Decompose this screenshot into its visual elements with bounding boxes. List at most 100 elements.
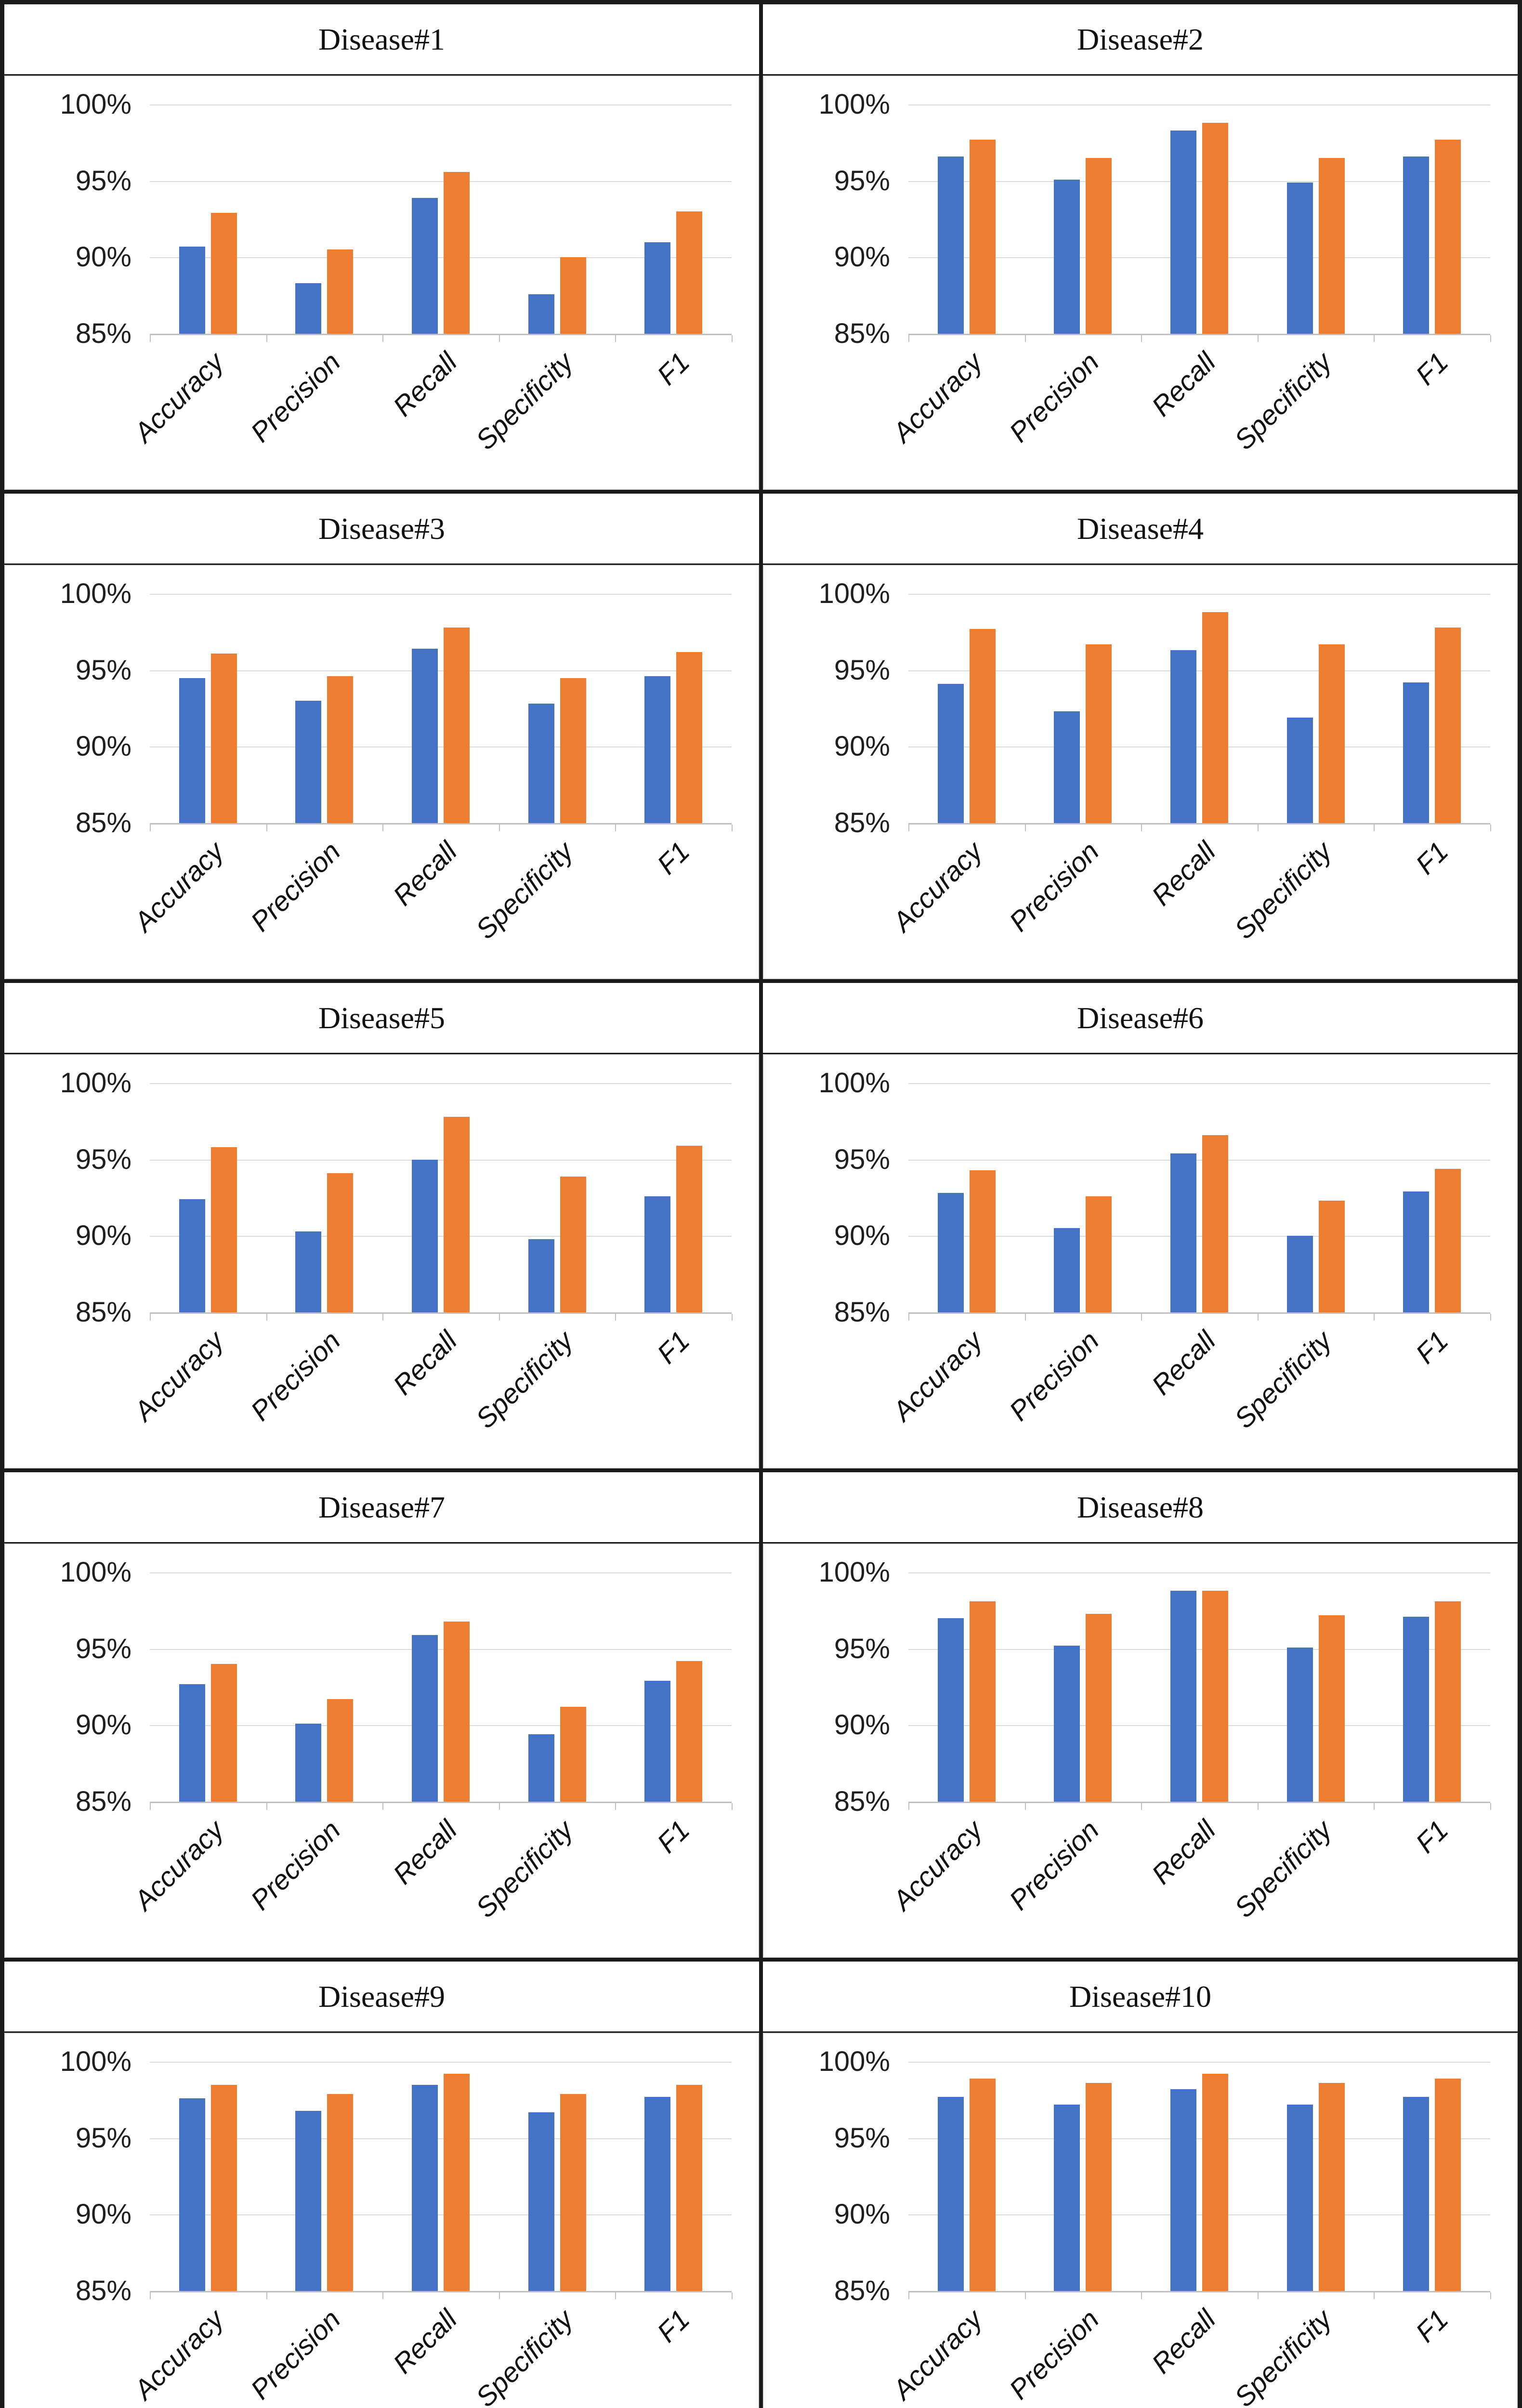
x-axis-label-cell: Accuracy — [129, 342, 266, 490]
x-axis-ticks — [150, 335, 733, 343]
x-axis-tick-mark — [1490, 824, 1491, 831]
y-axis-tick-label: 95% — [834, 165, 890, 196]
bar-group-recall — [1141, 1083, 1258, 1312]
x-axis-tick-mark — [266, 2292, 267, 2299]
bar-without-optuna-accuracy — [937, 1193, 964, 1312]
x-axis-label-cell: F1 — [1374, 832, 1490, 979]
bar-without-optuna-specificity — [528, 294, 554, 334]
x-axis-label-accuracy: Accuracy — [128, 346, 230, 448]
gridline — [150, 746, 732, 748]
x-axis-label-cell: Precision — [245, 2300, 383, 2408]
bar-with-optuna-recall — [1202, 123, 1228, 334]
bar-with-optuna-accuracy — [210, 2084, 237, 2291]
x-axis-label-cell: Specificity — [1229, 832, 1374, 979]
bar-without-optuna-recall — [1170, 1153, 1196, 1312]
y-axis-tick-label: 95% — [75, 2122, 131, 2154]
x-axis-tick-mark — [499, 2292, 500, 2299]
bar-with-optuna-accuracy — [210, 1147, 237, 1312]
gridline — [150, 1236, 732, 1237]
x-axis-tick-mark — [732, 824, 733, 831]
bar-without-optuna-recall — [411, 197, 438, 334]
bar-group-precision — [1025, 1572, 1142, 1802]
x-axis-label-accuracy: Accuracy — [887, 1325, 989, 1427]
bar-with-optuna-recall — [443, 2074, 470, 2291]
x-axis-label-cell: Recall — [1141, 342, 1258, 490]
bar-without-optuna-specificity — [1286, 718, 1313, 823]
bar-with-optuna-accuracy — [969, 140, 996, 334]
x-axis-label-cell: Specificity — [470, 2300, 616, 2408]
gridline — [150, 181, 732, 182]
bar-group-accuracy — [908, 105, 1025, 334]
bar-with-optuna-f1 — [676, 211, 703, 334]
y-axis-tick-label: 85% — [75, 2275, 131, 2306]
y-axis-tick-label: 90% — [75, 2199, 131, 2230]
chart-panel: Disease#8 100% 95% 90% 85% Accuracy Precision R… — [761, 1470, 1520, 1960]
y-axis-tick-label: 95% — [75, 1633, 131, 1664]
bar-with-optuna-accuracy — [969, 629, 996, 823]
x-axis-label-cell: Specificity — [1229, 342, 1374, 490]
chart-plot-area: 100% 95% 90% 85% Accuracy Precision Recall Spec… — [763, 1544, 1518, 1958]
bar-group-recall — [382, 594, 499, 823]
bar-group-specificity — [1258, 1083, 1374, 1312]
x-axis-ticks — [908, 2292, 1491, 2300]
x-axis-tick-mark — [266, 335, 267, 342]
x-axis-label-accuracy: Accuracy — [887, 1814, 989, 1916]
y-axis-tick-label: 100% — [818, 578, 890, 609]
chart-title: Disease#2 — [763, 4, 1518, 76]
x-axis-tick-mark — [615, 2292, 617, 2299]
x-axis-label-accuracy: Accuracy — [128, 2303, 230, 2406]
x-axis-tick-mark — [1024, 824, 1026, 831]
bar-group-f1 — [615, 1572, 732, 1802]
chart-title: Disease#6 — [763, 983, 1518, 1054]
x-axis-labels: Accuracy Precision Recall Specificity F1 — [887, 2300, 1490, 2408]
x-axis-label-cell: Precision — [1003, 342, 1142, 490]
x-axis-tick-mark — [150, 2292, 151, 2299]
x-axis-tick-mark — [1141, 335, 1142, 342]
bar-group-recall — [382, 1572, 499, 1802]
x-axis-tick-mark — [1141, 1803, 1142, 1810]
chart-plot-area: 100% 95% 90% 85% Accuracy Precision Recall Spec… — [4, 76, 759, 490]
bar-without-optuna-precision — [1054, 711, 1080, 823]
x-axis-label-cell: Precision — [245, 342, 383, 490]
bar-group-f1 — [1374, 1572, 1490, 1802]
y-axis-tick-label: 100% — [818, 1557, 890, 1588]
y-axis-tick-label: 90% — [834, 1709, 890, 1741]
x-axis-label-f1: F1 — [651, 1325, 696, 1370]
y-axis-tick-label: 100% — [60, 1067, 131, 1099]
bar-without-optuna-accuracy — [937, 2097, 964, 2291]
bar-with-optuna-f1 — [1435, 1601, 1461, 1802]
bar-with-optuna-specificity — [560, 1707, 586, 1802]
bar-with-optuna-recall — [1202, 612, 1228, 823]
x-axis-label-cell: Precision — [1003, 1321, 1142, 1468]
bar-group-f1 — [615, 2062, 732, 2291]
x-axis-tick-mark — [499, 824, 500, 831]
x-axis-ticks — [908, 1803, 1491, 1811]
bar-without-optuna-recall — [411, 1635, 438, 1802]
chart-panel: Disease#5 100% 95% 90% 85% Accuracy Precision R… — [2, 981, 761, 1470]
bar-with-optuna-f1 — [1435, 627, 1461, 823]
bar-with-optuna-specificity — [1318, 1201, 1345, 1312]
y-axis-tick-label: 90% — [75, 1709, 131, 1741]
bar-without-optuna-f1 — [1403, 682, 1430, 823]
x-axis-tick-mark — [1374, 824, 1375, 831]
bar-group-f1 — [615, 1083, 732, 1312]
bar-with-optuna-precision — [327, 249, 354, 334]
bar-with-optuna-specificity — [560, 2094, 586, 2291]
gridline — [908, 1236, 1490, 1237]
gridline — [908, 1159, 1490, 1161]
x-axis-label-cell: Precision — [245, 1321, 383, 1468]
x-axis-tick-mark — [908, 824, 909, 831]
x-axis-label-recall: Recall — [1145, 1325, 1221, 1401]
gridline — [150, 2214, 732, 2216]
y-axis-tick-label: 85% — [834, 1296, 890, 1328]
gridline — [908, 2214, 1490, 2216]
gridline — [908, 2138, 1490, 2139]
bar-group-f1 — [1374, 1083, 1490, 1312]
x-axis-tick-mark — [615, 335, 617, 342]
y-axis-tick-label: 85% — [834, 318, 890, 349]
bar-without-optuna-precision — [1054, 179, 1080, 334]
chart-plot-area: 100% 95% 90% 85% Accuracy Precision Recall Spec… — [763, 565, 1518, 979]
bar-group-precision — [1025, 594, 1142, 823]
bar-group-f1 — [615, 594, 732, 823]
bar-group-recall — [382, 2062, 499, 2291]
